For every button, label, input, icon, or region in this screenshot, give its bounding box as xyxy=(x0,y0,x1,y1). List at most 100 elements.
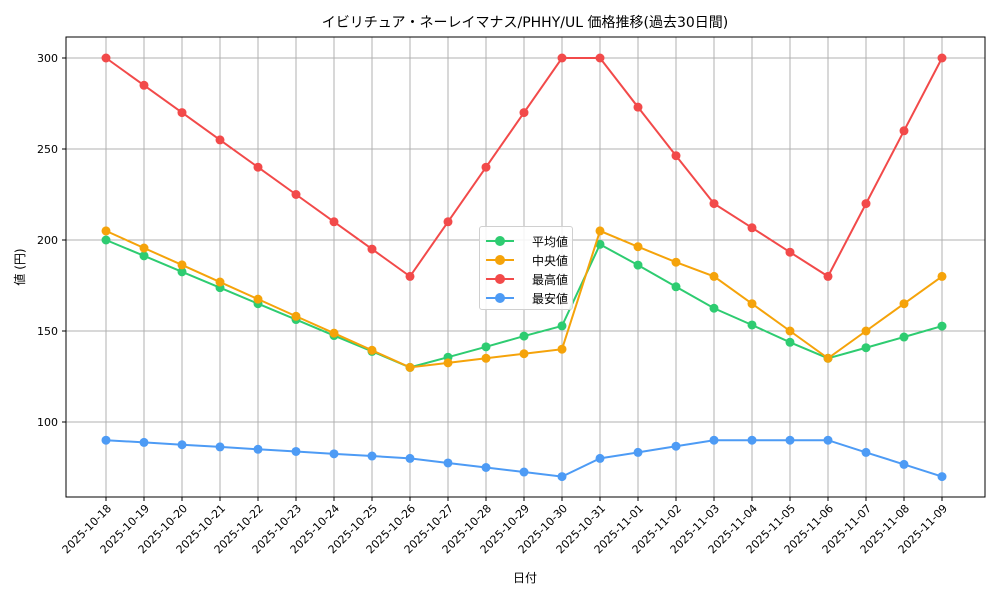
data-point xyxy=(937,321,947,331)
data-point xyxy=(747,299,757,309)
y-tick-label: 300 xyxy=(37,52,58,65)
data-point xyxy=(291,311,301,321)
data-point xyxy=(177,260,187,270)
y-tick-label: 100 xyxy=(37,416,58,429)
data-point xyxy=(253,162,263,172)
data-point xyxy=(557,344,567,354)
data-point xyxy=(215,135,225,145)
data-point xyxy=(481,463,491,472)
legend-marker-icon xyxy=(495,236,505,246)
data-point xyxy=(937,271,947,281)
data-point xyxy=(557,321,567,331)
data-point xyxy=(557,472,567,482)
legend-item-min: 最安値 xyxy=(480,288,572,308)
data-point xyxy=(861,326,871,336)
data-point xyxy=(101,235,111,245)
y-tick-label: 200 xyxy=(37,234,58,247)
data-point xyxy=(595,53,605,63)
data-point xyxy=(861,199,871,209)
series-line xyxy=(101,53,947,281)
data-point xyxy=(595,453,605,463)
data-point xyxy=(785,326,795,336)
data-point xyxy=(519,331,529,341)
data-point xyxy=(595,226,605,236)
data-point xyxy=(671,257,681,267)
data-point xyxy=(405,453,415,463)
data-point xyxy=(747,320,757,330)
data-series xyxy=(101,53,947,482)
y-tick-label: 150 xyxy=(37,325,58,338)
data-point xyxy=(139,80,149,90)
legend-label: 平均値 xyxy=(532,235,569,249)
x-axis-label: 日付 xyxy=(513,571,537,585)
data-point xyxy=(367,345,377,355)
x-axis-ticks: 2025-10-182025-10-192025-10-202025-10-21… xyxy=(60,497,950,556)
data-point xyxy=(747,435,757,445)
data-point xyxy=(101,53,111,63)
data-point xyxy=(861,447,871,457)
legend-label: 最安値 xyxy=(532,292,569,306)
data-point xyxy=(899,126,909,136)
data-point xyxy=(215,277,225,287)
data-point xyxy=(291,190,301,199)
data-point xyxy=(823,353,833,363)
data-point xyxy=(253,444,263,454)
data-point xyxy=(747,223,757,233)
data-point xyxy=(595,239,605,249)
data-point xyxy=(253,294,263,304)
data-point xyxy=(709,271,719,281)
series-line xyxy=(101,435,947,482)
data-point xyxy=(709,435,719,445)
data-point xyxy=(671,151,681,161)
legend: 平均値 中央値 最高値 最安値 xyxy=(479,226,573,310)
data-point xyxy=(177,108,187,118)
legend-item-max: 最高値 xyxy=(480,269,572,289)
data-point xyxy=(671,282,681,292)
data-point xyxy=(557,53,567,63)
data-point xyxy=(443,358,453,368)
data-point xyxy=(177,440,187,450)
data-point xyxy=(139,437,149,447)
data-point xyxy=(405,362,415,372)
data-point xyxy=(101,435,111,445)
y-axis-ticks: 100 150 200 250 300 xyxy=(37,52,66,429)
data-point xyxy=(633,447,643,457)
data-point xyxy=(671,441,681,451)
data-point xyxy=(519,108,529,118)
data-point xyxy=(291,446,301,456)
data-point xyxy=(481,162,491,172)
data-point xyxy=(215,442,225,452)
legend-label: 中央値 xyxy=(532,254,569,268)
data-point xyxy=(633,102,643,112)
data-point xyxy=(519,467,529,477)
data-point xyxy=(785,337,795,347)
legend-item-median: 中央値 xyxy=(480,250,572,270)
data-point xyxy=(139,243,149,253)
data-point xyxy=(937,472,947,482)
legend-item-average: 平均値 xyxy=(480,231,572,251)
data-point xyxy=(329,328,339,338)
data-point xyxy=(101,226,111,236)
data-point xyxy=(899,332,909,342)
data-point xyxy=(177,267,187,277)
data-point xyxy=(861,343,871,353)
data-point xyxy=(633,260,643,270)
data-point xyxy=(405,271,415,281)
data-point xyxy=(443,458,453,468)
data-point xyxy=(899,459,909,469)
data-point xyxy=(823,435,833,445)
data-point xyxy=(367,451,377,461)
grid-lines xyxy=(66,37,985,497)
data-point xyxy=(329,217,339,227)
series-line xyxy=(101,226,947,372)
y-axis-label: 値 (円) xyxy=(12,248,27,285)
data-point xyxy=(139,251,149,261)
data-point xyxy=(785,247,795,257)
y-tick-label: 250 xyxy=(37,143,58,156)
data-point xyxy=(633,242,643,252)
data-point xyxy=(367,244,377,254)
legend-marker-icon xyxy=(495,274,505,284)
data-point xyxy=(709,303,719,313)
data-point xyxy=(481,342,491,352)
